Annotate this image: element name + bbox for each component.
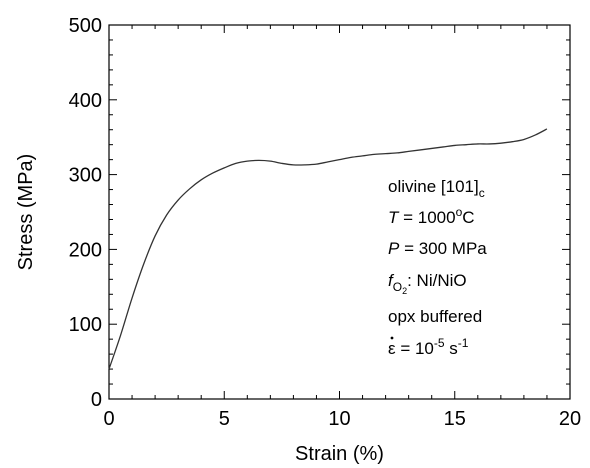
y-tick-label: 300 [69, 165, 102, 187]
x-tick-label: 10 [328, 408, 350, 430]
data-series [108, 128, 548, 370]
annotation-strain-rate: ε = 10-5 s-1 [388, 336, 469, 358]
annotation-material: olivine [101]c [388, 177, 485, 200]
annotation-oxygen-fugacity: fO2: Ni/NiO [388, 271, 467, 296]
x-axis-label: Strain (%) [295, 443, 384, 465]
x-tick-label: 0 [103, 408, 114, 430]
annotation-buffer: opx buffered [388, 307, 482, 326]
annotation-block: olivine [101]c T = 1000oC P = 300 MPa fO… [388, 177, 487, 358]
x-tick-label: 15 [444, 408, 466, 430]
y-tick-label: 200 [69, 239, 102, 261]
stress-strain-curve [108, 128, 548, 370]
y-axis-label: Stress (MPa) [15, 154, 37, 271]
strain-rate-dot [390, 336, 394, 340]
x-tick-label: 5 [219, 408, 230, 430]
y-tick-label: 100 [69, 314, 102, 336]
y-tick-label: 500 [69, 15, 102, 37]
axis-ticks [108, 24, 571, 400]
y-tick-label: 400 [69, 90, 102, 112]
annotation-temperature: T = 1000oC [388, 205, 475, 227]
x-tick-label: 20 [559, 408, 581, 430]
annotation-pressure: P = 300 MPa [388, 239, 487, 258]
y-tick-label: 0 [91, 389, 102, 411]
plot-frame [108, 24, 571, 400]
